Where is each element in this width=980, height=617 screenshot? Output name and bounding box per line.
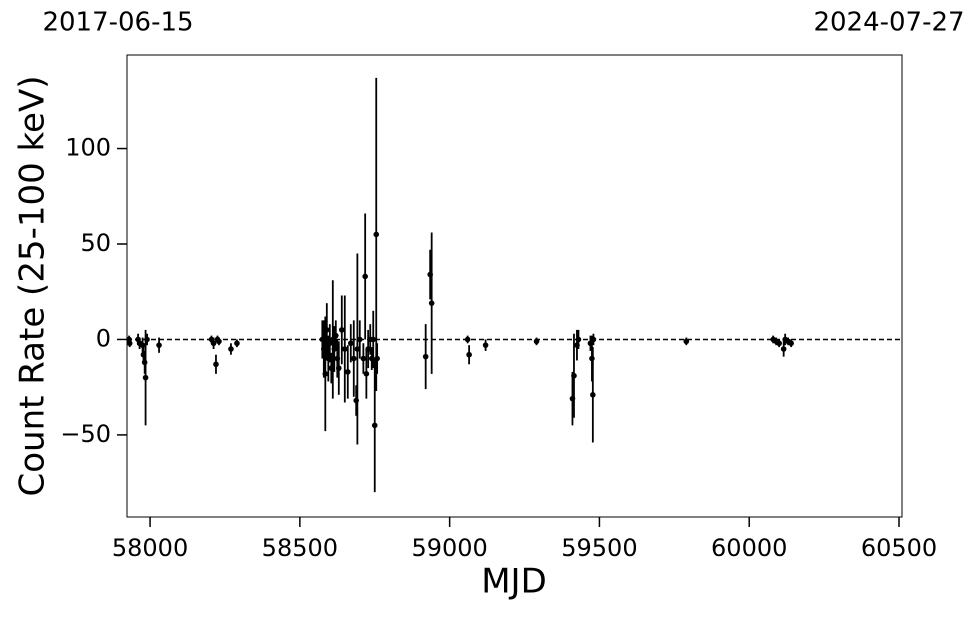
top-left-date: 2017-06-15 (42, 8, 193, 38)
y-tick-label: 50 (80, 229, 111, 257)
data-point (333, 332, 339, 339)
data-point (371, 422, 378, 429)
x-tick-label: 60000 (711, 534, 787, 562)
data-point (335, 365, 342, 371)
data-point (213, 361, 219, 368)
data-point (350, 355, 357, 362)
data-point (482, 342, 489, 348)
data-point (228, 346, 234, 352)
plot-frame (126, 54, 903, 518)
data-point (780, 346, 787, 352)
data-point (347, 340, 354, 347)
data-point (422, 353, 429, 360)
y-tick-label: 100 (65, 134, 111, 162)
data-point (788, 340, 794, 347)
data-point (216, 338, 222, 345)
data-point (575, 336, 582, 343)
x-tick-label: 59500 (561, 534, 637, 562)
data-point (142, 374, 149, 381)
data-point (590, 392, 596, 398)
data-point (322, 371, 329, 377)
data-point (533, 338, 540, 345)
data-point (590, 336, 597, 343)
data-point (354, 346, 361, 352)
data-point (360, 355, 367, 362)
x-tick-label: 58500 (262, 534, 338, 562)
top-right-date: 2024-07-27 (813, 8, 964, 38)
x-axis-label: MJD (481, 562, 547, 602)
data-point (363, 371, 370, 377)
data-point (210, 340, 217, 347)
x-tick-label: 59000 (411, 534, 487, 562)
y-tick-label: 0 (96, 324, 111, 352)
data-point (327, 340, 333, 347)
data-point (324, 327, 330, 333)
data-point (374, 355, 380, 362)
data-point (144, 336, 150, 343)
data-point (571, 372, 577, 379)
data-point (428, 300, 435, 306)
data-point (234, 340, 240, 347)
data-point (683, 338, 690, 345)
data-point (776, 340, 782, 347)
y-axis-label: Count Rate (25-100 keV) (13, 76, 53, 497)
data-point (362, 273, 368, 280)
data-point (370, 336, 377, 343)
data-point (338, 327, 345, 333)
y-tick-label: −50 (60, 420, 111, 448)
data-point (156, 342, 162, 348)
data-point (464, 336, 471, 343)
data-point (373, 231, 380, 238)
data-point (341, 346, 348, 352)
x-tick-label: 58000 (112, 534, 188, 562)
data-point (466, 351, 472, 358)
data-point (344, 369, 351, 375)
data-point (126, 340, 133, 347)
data-point (356, 336, 363, 343)
x-tick-label: 60500 (861, 534, 937, 562)
